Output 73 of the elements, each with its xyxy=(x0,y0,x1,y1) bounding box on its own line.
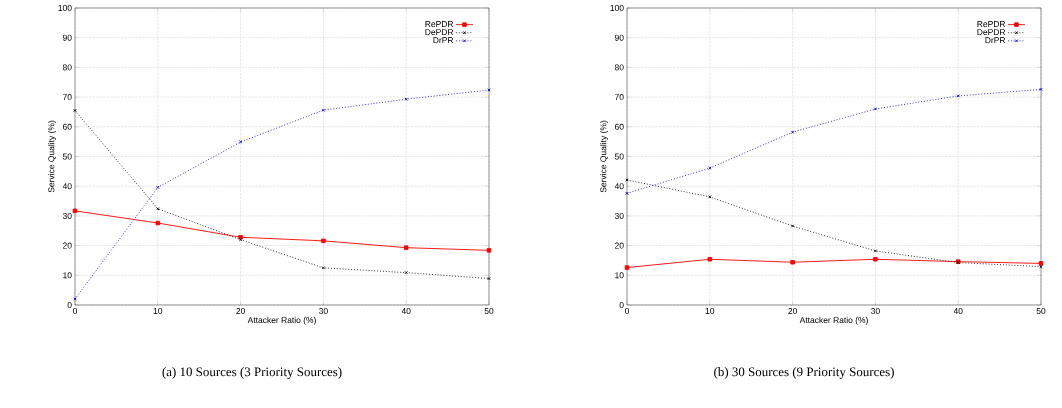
point xyxy=(403,245,409,250)
y-tick-label: 100 xyxy=(610,5,624,11)
point xyxy=(873,257,878,262)
point xyxy=(708,195,712,199)
y-tick-label: 80 xyxy=(62,64,72,71)
legend-label: DePDR xyxy=(977,29,1006,36)
text: (b) 30 Sources (9 Priority Sources) xyxy=(714,367,894,379)
y-tick-label: 60 xyxy=(63,123,72,130)
legend-label: DrPR xyxy=(433,37,454,44)
point xyxy=(708,166,712,170)
point xyxy=(625,191,629,196)
y-tick-label: 30 xyxy=(614,212,624,219)
point xyxy=(487,276,491,281)
y-tick-label: 10 xyxy=(63,272,72,279)
point xyxy=(156,185,160,190)
y-tick-label: 90 xyxy=(614,34,624,41)
point xyxy=(404,270,408,275)
point xyxy=(321,108,326,112)
point xyxy=(155,220,161,226)
x-tick-label: 10 xyxy=(153,308,163,315)
x-axis-title: Attacker Ratio (%) xyxy=(247,316,316,325)
y-tick-label: 40 xyxy=(614,183,624,190)
y-tick-label: 0 xyxy=(67,302,72,308)
text: (a) 10 Sources (3 Priority Sources) xyxy=(162,367,342,379)
point xyxy=(73,108,77,113)
x-tick-label: 40 xyxy=(953,308,963,315)
x-tick-label: 50 xyxy=(1036,308,1046,315)
y-tick-label: 60 xyxy=(615,123,624,130)
y-tick-label: 40 xyxy=(62,183,72,190)
point xyxy=(156,207,160,211)
legend-label: RePDR xyxy=(425,21,454,27)
y-tick-label: 70 xyxy=(615,94,624,101)
point xyxy=(404,97,408,101)
point xyxy=(321,266,326,270)
point xyxy=(624,265,630,270)
y-tick-label: 30 xyxy=(62,212,72,219)
x-tick-label: 30 xyxy=(319,308,328,315)
y-tick-label: 10 xyxy=(615,272,624,279)
point xyxy=(707,257,713,262)
point xyxy=(873,107,878,111)
x-tick-label: 30 xyxy=(871,308,880,315)
x-tick-label: 0 xyxy=(72,308,78,315)
y-tick-label: 50 xyxy=(614,153,624,160)
legend-label: RePDR xyxy=(977,21,1006,27)
y-axis-title: Service Quality (%) xyxy=(600,120,609,193)
y-tick-label: 80 xyxy=(614,64,624,71)
x-tick-label: 40 xyxy=(401,308,411,315)
y-tick-label: 70 xyxy=(63,94,72,101)
y-tick-label: 100 xyxy=(58,5,72,11)
x-tick-label: 20 xyxy=(236,308,245,315)
point xyxy=(790,130,795,134)
x-tick-label: 20 xyxy=(788,308,797,315)
point xyxy=(321,238,326,244)
point xyxy=(72,208,78,214)
y-tick-label: 20 xyxy=(62,242,72,249)
point xyxy=(790,224,795,228)
x-axis-title: Attacker Ratio (%) xyxy=(799,316,868,325)
y-tick-label: 0 xyxy=(619,302,624,308)
x-tick-label: 0 xyxy=(624,308,630,315)
legend-label: DrPR xyxy=(985,37,1006,44)
y-tick-label: 20 xyxy=(614,242,624,249)
point xyxy=(238,140,243,144)
y-tick-label: 90 xyxy=(62,34,72,41)
point xyxy=(790,259,795,265)
point xyxy=(956,94,960,98)
point xyxy=(873,249,878,253)
point xyxy=(1039,87,1043,92)
x-tick-label: 50 xyxy=(484,308,494,315)
legend-label: DePDR xyxy=(425,29,454,36)
point xyxy=(486,248,492,253)
y-axis-title: Service Quality (%) xyxy=(48,120,56,193)
y-tick-label: 50 xyxy=(62,153,72,160)
x-tick-label: 10 xyxy=(705,308,715,315)
